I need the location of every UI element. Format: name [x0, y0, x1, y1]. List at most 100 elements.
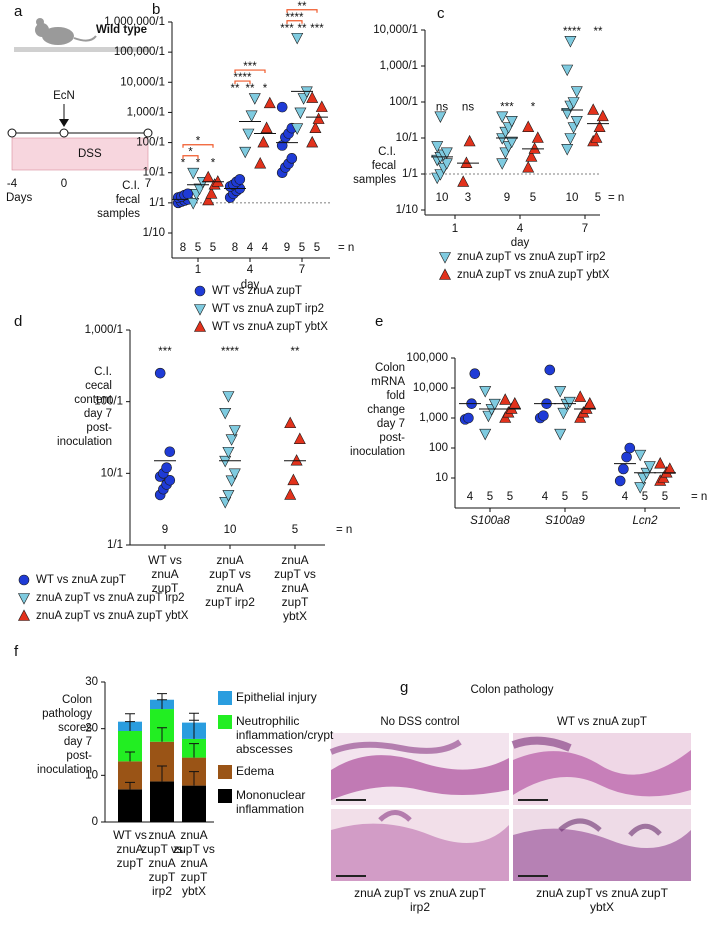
- n-value: 4: [467, 491, 474, 503]
- data-point: [222, 490, 235, 502]
- data-point: [290, 454, 303, 466]
- data-point: [463, 412, 474, 424]
- x-tick-label: Lcn2: [633, 515, 659, 527]
- data-point: [431, 141, 444, 153]
- data-point: [164, 446, 176, 458]
- y-tick-label: 10/1: [396, 132, 418, 144]
- panel-label: d: [14, 313, 22, 330]
- n-value: 5: [562, 491, 568, 503]
- y-axis-label: mRNA: [371, 376, 405, 388]
- data-point: [202, 193, 215, 206]
- y-tick-label: 1,000/1: [85, 324, 123, 336]
- y-tick-label: 1,000: [419, 412, 448, 424]
- data-point: [531, 131, 544, 143]
- significance: **: [298, 23, 307, 35]
- x-tick-label: 7: [582, 223, 588, 235]
- n-value: 5: [595, 192, 601, 204]
- data-point: [463, 134, 476, 147]
- data-point: [593, 120, 606, 132]
- data-point: [505, 136, 518, 149]
- y-axis-label: day 7: [84, 408, 112, 420]
- y-axis-label: C.I.: [122, 180, 140, 192]
- data-point: [222, 446, 235, 459]
- legend-marker: [18, 609, 30, 621]
- data-point: [202, 170, 215, 183]
- histology-image: [331, 809, 509, 881]
- data-point: [293, 432, 306, 444]
- legend-swatch: [218, 691, 232, 705]
- data-point: [225, 434, 238, 446]
- day-label: 0: [61, 178, 67, 190]
- y-tick-label: 100,000/1: [114, 46, 165, 58]
- data-point: [624, 442, 636, 454]
- legend-label: znuA zupT vs znuA zupT ybtX: [457, 269, 610, 281]
- strain-label: Wild type: [96, 24, 147, 36]
- arrow-head: [59, 119, 69, 127]
- legend-marker: [439, 252, 451, 264]
- y-axis-label: content: [74, 394, 113, 406]
- n-value: 5: [195, 242, 201, 254]
- n-value: 5: [210, 242, 216, 254]
- n-value: 5: [299, 242, 305, 254]
- significance-bracket: [182, 144, 214, 148]
- y-tick-label: 1,000/1: [127, 106, 165, 118]
- x-tick-label: 4: [517, 223, 524, 235]
- y-axis-label: post-: [379, 432, 405, 444]
- data-point: [306, 135, 319, 148]
- x-tick-label: 7: [299, 264, 305, 276]
- significance: ***: [500, 101, 514, 113]
- legend-marker: [18, 574, 30, 586]
- data-point: [596, 109, 609, 122]
- n-value: 5: [314, 242, 320, 254]
- data-point: [570, 116, 583, 128]
- legend-label: WT vs znuA zupT ybtX: [212, 321, 328, 333]
- error-bar: [189, 743, 199, 758]
- x-tick-label: znuA zupT vs znuA zupT irp2: [141, 828, 183, 898]
- y-axis-label: day 7: [64, 736, 92, 748]
- data-point: [643, 461, 656, 473]
- x-tick-label: WT vs znuA zupT: [113, 828, 147, 870]
- data-point: [583, 397, 596, 409]
- significance: ****: [221, 346, 239, 358]
- n-value: 4: [622, 491, 629, 503]
- significance: *: [211, 158, 216, 170]
- x-tick-label: znuA zupT vs znuA zupT ybtX: [274, 553, 316, 623]
- y-axis-label: C.I.: [378, 146, 396, 158]
- x-tick-label: 1: [195, 264, 201, 276]
- y-axis-label: samples: [353, 174, 396, 186]
- data-point: [563, 396, 576, 409]
- y-tick-label: 10,000: [413, 382, 448, 394]
- comparison-significance: ****: [286, 12, 304, 24]
- legend-label: znuA zupT vs znuA zupT irp2: [457, 251, 606, 263]
- significance: *: [196, 158, 201, 170]
- y-tick-label: 1,000,000/1: [104, 16, 165, 28]
- data-point: [315, 100, 328, 112]
- significance: ****: [563, 26, 581, 38]
- n-value: 5: [642, 491, 648, 503]
- significance-bracket: [182, 155, 199, 159]
- data-point: [457, 175, 470, 187]
- error-bar: [125, 751, 135, 762]
- cage-floor: [14, 47, 150, 52]
- y-axis-label: pathology: [42, 708, 92, 720]
- error-bar: [125, 721, 135, 731]
- image-caption: WT vs znuA zupT: [557, 716, 647, 728]
- data-point: [561, 144, 574, 156]
- y-axis-label: cecal: [85, 380, 112, 392]
- data-point: [154, 367, 166, 379]
- data-point: [614, 475, 626, 487]
- timepoint: [7, 128, 17, 138]
- data-point: [528, 142, 541, 154]
- data-point: [663, 462, 676, 474]
- data-point: [564, 133, 577, 145]
- y-tick-label: 100/1: [389, 96, 418, 108]
- data-point: [554, 428, 567, 441]
- n-value: 10: [224, 524, 237, 536]
- x-axis-label: day: [241, 279, 260, 291]
- y-axis-label: inoculation: [57, 436, 112, 448]
- data-point: [239, 146, 252, 159]
- x-tick-label: S100a9: [545, 515, 585, 527]
- legend-label: znuA zupT vs znuA zupT irp2: [36, 592, 185, 604]
- n-value: 10: [566, 192, 579, 204]
